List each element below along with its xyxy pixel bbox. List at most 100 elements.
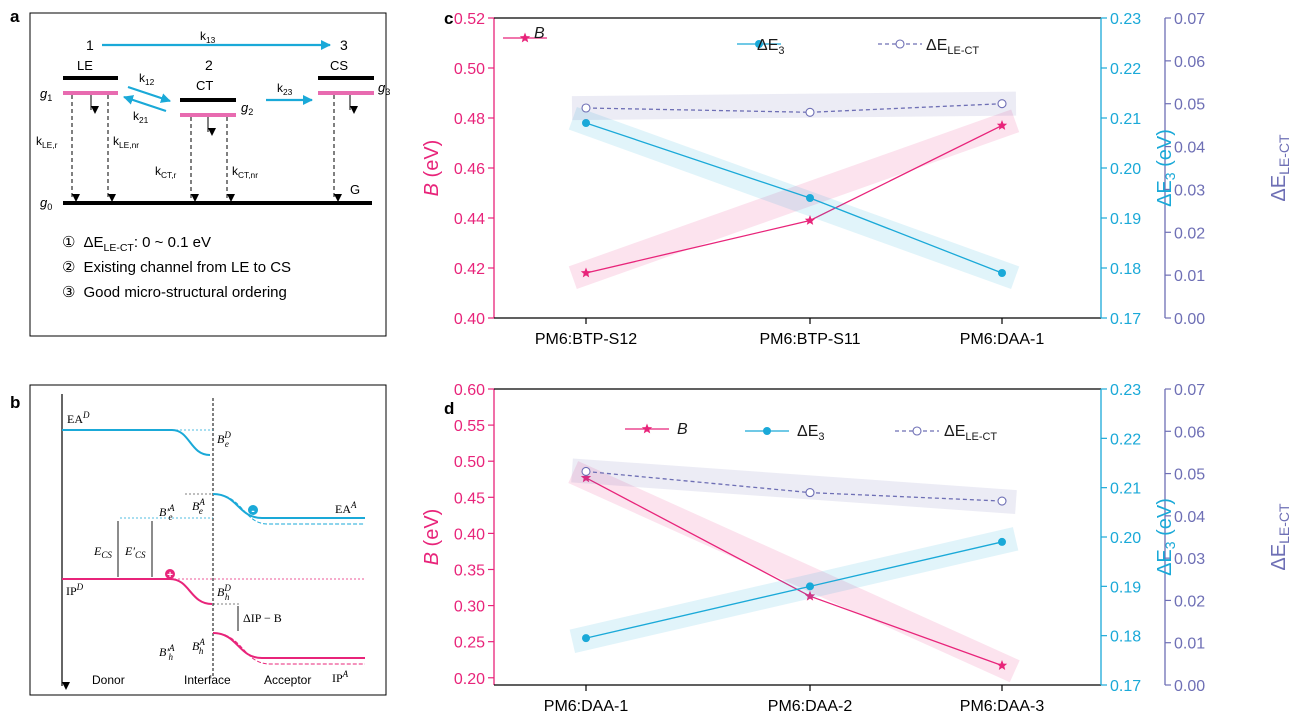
data-point-open-circle — [805, 107, 815, 117]
right-tick-label: 0.20 — [1110, 161, 1141, 178]
right-tick-label: 0.18 — [1110, 261, 1141, 278]
legend-marker — [895, 39, 905, 49]
k21-label: k21 — [133, 109, 149, 125]
series-band — [568, 106, 1020, 290]
klenr-label: kLE,nr — [113, 134, 139, 150]
state3-label: CS — [330, 58, 348, 73]
acceptor-label: Acceptor — [264, 673, 311, 687]
left-tick-label: 0.45 — [454, 490, 485, 507]
be-a-label: BA e — [192, 497, 205, 516]
right-tick-label: 0.17 — [1110, 311, 1141, 328]
donor-label: Donor — [92, 673, 125, 687]
g3-label: g3 — [378, 80, 390, 97]
left-tick-label: 0.30 — [454, 599, 485, 616]
far-right-tick-label: 0.02 — [1174, 593, 1205, 610]
left-tick-label: 0.44 — [454, 211, 485, 228]
left-axis-title: B (eV) — [421, 140, 443, 197]
state3-number: 3 — [340, 37, 348, 53]
left-tick-label: 0.40 — [454, 311, 485, 328]
ground-label: G — [350, 182, 360, 197]
note-2: ② Existing channel from LE to CS — [62, 259, 291, 276]
right-tick-label: 0.17 — [1110, 678, 1141, 695]
state1-label: LE — [77, 58, 93, 73]
panel-a-frame — [29, 12, 387, 337]
left-tick-label: 0.50 — [454, 454, 485, 471]
series-line — [585, 541, 1003, 639]
legend-d-elect: ΔELE-CT — [944, 423, 997, 443]
electron-sign: - — [251, 506, 254, 517]
series-band — [568, 461, 1020, 683]
data-point-star — [804, 215, 816, 225]
series-band — [568, 109, 1020, 289]
left-tick-label: 0.48 — [454, 111, 485, 128]
ea-acceptor-curve-alt — [212, 493, 365, 525]
legend-c-elect: ΔELE-CT — [926, 37, 979, 57]
far-right-tick-label: 0.05 — [1174, 467, 1205, 484]
hole-sign: + — [167, 570, 173, 581]
ecs-label: ECS — [93, 544, 112, 560]
legend-marker — [763, 427, 771, 435]
note-1: ① ΔELE-CT: 0 ~ 0.1 eV — [62, 234, 211, 254]
right-tick-label: 0.23 — [1110, 11, 1141, 28]
far-right-tick-label: 0.07 — [1174, 382, 1205, 399]
data-point-star — [996, 120, 1008, 130]
panel-letter-a: a — [10, 7, 20, 26]
right-tick-label: 0.22 — [1110, 61, 1141, 78]
right-tick-label: 0.18 — [1110, 629, 1141, 646]
left-tick-label: 0.52 — [454, 11, 485, 28]
data-point-circle — [998, 269, 1006, 277]
state1-number: 1 — [86, 37, 94, 53]
k12-label: k12 — [139, 71, 155, 87]
data-point-circle — [582, 119, 590, 127]
k12-arrow — [127, 85, 171, 103]
kler-label: kLE,r — [36, 134, 58, 150]
right-tick-label: 0.19 — [1110, 579, 1141, 596]
ea-donor-label: EAD — [67, 410, 90, 426]
legend-c-e3: ΔE3 — [757, 37, 784, 57]
be-d-label: BD e — [217, 430, 231, 449]
panel-letter-b: b — [10, 393, 20, 412]
data-point-open-circle — [581, 466, 591, 477]
x-tick-label: PM6:BTP-S11 — [759, 331, 860, 348]
ip-donor-label: IPD — [66, 582, 84, 598]
ip-donor-curve — [62, 578, 213, 605]
far-right-tick-label: 0.02 — [1174, 225, 1205, 242]
g0-label: g0 — [40, 195, 52, 212]
panel-letter-c: c — [444, 9, 453, 28]
panel-b-frame — [29, 384, 387, 696]
right-tick-label: 0.21 — [1110, 481, 1141, 498]
x-tick-label: PM6:DAA-3 — [960, 698, 1045, 715]
far-right-tick-label: 0.01 — [1174, 636, 1205, 653]
far-right-tick-label: 0.03 — [1174, 182, 1205, 199]
hole-icon — [165, 569, 175, 579]
interface-label: Interface — [184, 673, 231, 687]
far-right-tick-label: 0.00 — [1174, 311, 1205, 328]
far-right-tick-label: 0.06 — [1174, 54, 1205, 71]
kctnr-label: kCT,nr — [232, 164, 258, 180]
right-tick-label: 0.23 — [1110, 382, 1141, 399]
far-right-tick-label: 0.06 — [1174, 424, 1205, 441]
left-tick-label: 0.40 — [454, 526, 485, 543]
data-point-open-circle — [805, 488, 815, 498]
data-point-circle — [806, 194, 814, 202]
far-right-tick-label: 0.07 — [1174, 11, 1205, 28]
data-point-open-circle — [581, 103, 591, 113]
far-right-axis-title: ΔELE-CT — [1268, 503, 1292, 571]
x-tick-label: PM6:DAA-2 — [768, 698, 853, 715]
ip-acceptor-label: IPA — [332, 669, 349, 685]
far-right-tick-label: 0.03 — [1174, 551, 1205, 568]
far-right-tick-label: 0.04 — [1174, 509, 1205, 526]
state2-label: CT — [196, 78, 213, 93]
ip-acceptor-curve — [212, 632, 365, 659]
right-tick-label: 0.19 — [1110, 211, 1141, 228]
legend-d-e3: ΔE3 — [797, 423, 824, 443]
epcs-label: E′CS — [124, 544, 146, 560]
far-right-tick-label: 0.04 — [1174, 140, 1205, 157]
bh-d-label: BD h — [217, 583, 231, 602]
panel-letter-d: d — [444, 399, 454, 418]
kctr-label: kCT,r — [155, 164, 177, 180]
right-axis-title: ΔE3 (eV) — [1154, 498, 1178, 576]
legend-marker — [755, 40, 763, 48]
data-point-star — [580, 472, 592, 483]
ea-acceptor-label: EAA — [335, 500, 357, 516]
